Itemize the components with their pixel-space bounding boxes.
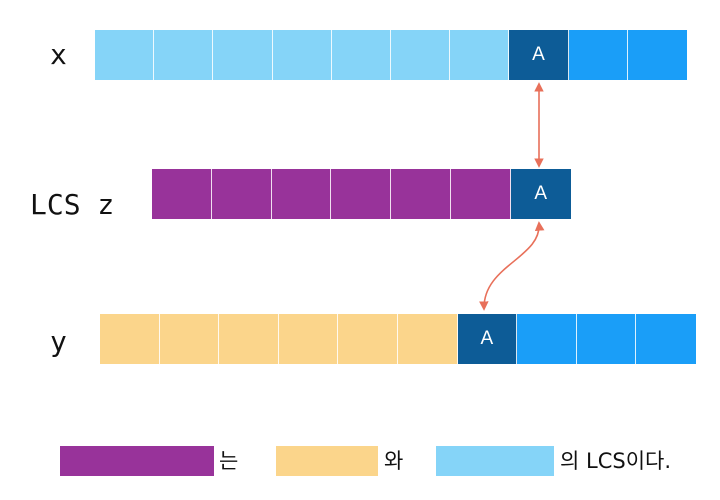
- row-label-x: x: [50, 38, 67, 71]
- legend-text-is: 는: [219, 449, 239, 473]
- sequence-x-strip: A: [95, 30, 687, 80]
- y-cell-7-label: A: [480, 328, 494, 349]
- legend-text-and: 와: [384, 449, 404, 473]
- lcs-z-strip: A: [152, 169, 571, 219]
- row-label-lcs-z: LCS z: [30, 188, 115, 221]
- legend-swatch-x: [436, 446, 554, 476]
- x-cell-2: [154, 30, 214, 80]
- x-cell-8-label: A: [532, 44, 545, 65]
- y-cell-4: [278, 314, 339, 364]
- x-cell-1: [95, 30, 155, 80]
- y-cell-5: [338, 314, 398, 364]
- x-cell-7: [450, 30, 510, 80]
- legend-swatch-lcs: [60, 446, 214, 476]
- z-cell-3: [271, 169, 332, 219]
- x-cell-6: [390, 30, 451, 80]
- legend-swatch-y: [276, 446, 378, 476]
- y-cell-2: [159, 314, 220, 364]
- y-cell-7: A: [457, 314, 518, 364]
- y-cell-8: [517, 314, 577, 364]
- x-cell-10: [627, 30, 687, 80]
- z-cell-6: [450, 169, 511, 219]
- z-cell-1: [152, 169, 212, 219]
- sequence-y-strip: A: [100, 314, 696, 364]
- x-cell-3: [213, 30, 273, 80]
- z-cell-7-label: A: [534, 183, 548, 204]
- y-cell-10: [636, 314, 696, 364]
- y-cell-9: [576, 314, 637, 364]
- x-cell-8: A: [509, 30, 569, 80]
- x-cell-5: [331, 30, 391, 80]
- legend-text-lcs-of: 의 LCS이다.: [560, 449, 672, 473]
- z-cell-7: A: [510, 169, 571, 219]
- row-label-y: y: [50, 325, 67, 358]
- y-cell-3: [219, 314, 279, 364]
- x-cell-9: [568, 30, 628, 80]
- z-cell-5: [391, 169, 451, 219]
- y-cell-6: [397, 314, 458, 364]
- arrow-z-to-y: [479, 221, 545, 311]
- z-cell-2: [211, 169, 272, 219]
- y-cell-1: [100, 314, 160, 364]
- x-cell-4: [272, 30, 332, 80]
- z-cell-4: [331, 169, 392, 219]
